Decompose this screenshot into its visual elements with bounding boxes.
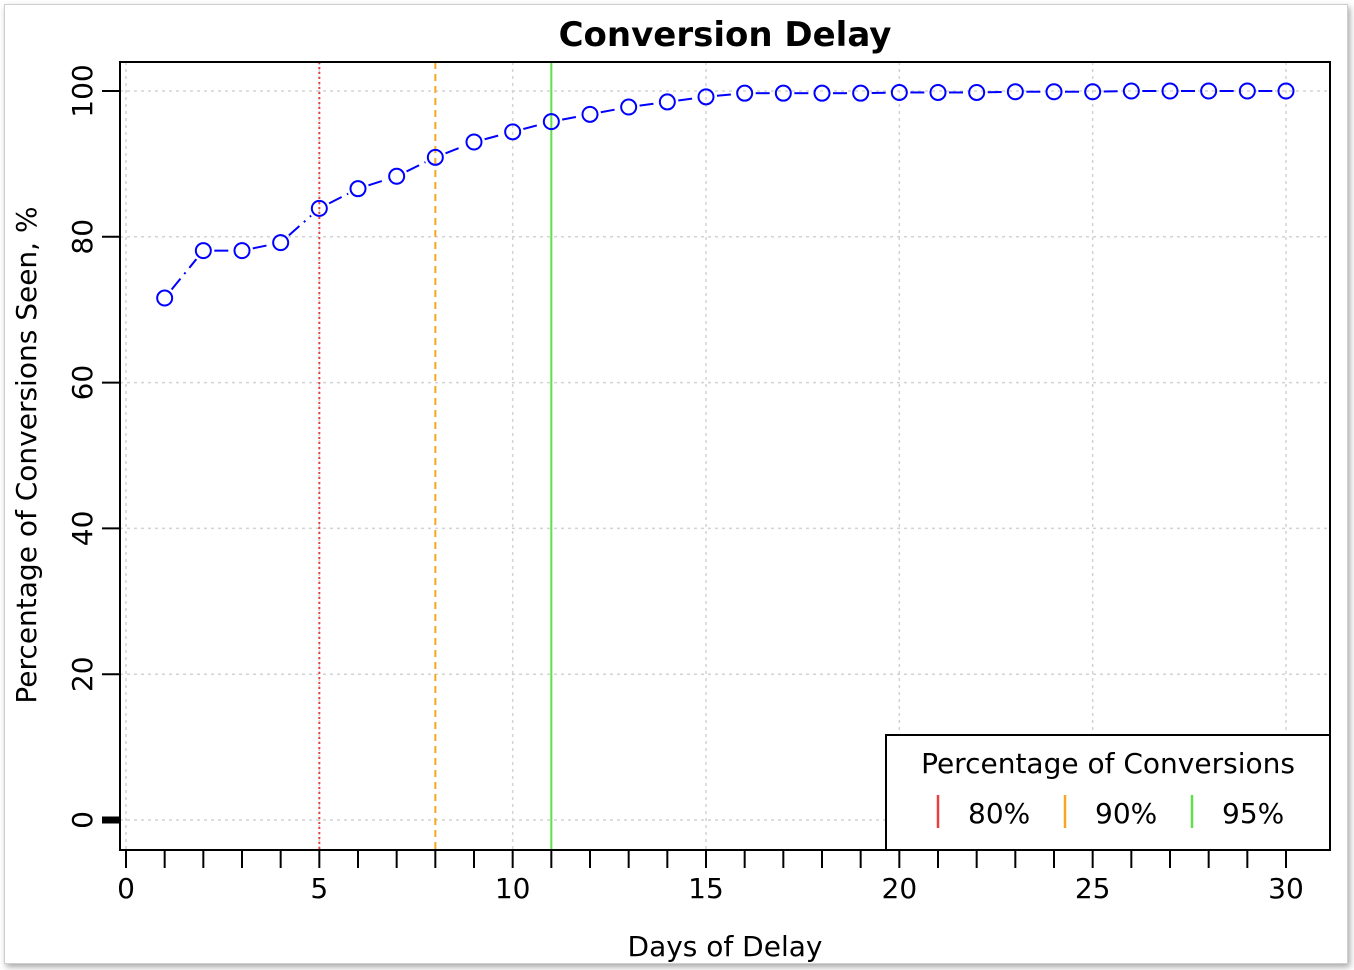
data-point — [774, 84, 792, 102]
x-tick-label: 30 — [1268, 872, 1304, 905]
legend-box — [885, 734, 1331, 851]
data-point — [465, 133, 483, 151]
y-tick-label: 0 — [66, 811, 99, 829]
data-point — [426, 148, 444, 166]
data-point — [620, 98, 638, 116]
plot-area — [119, 61, 1331, 851]
data-point — [1045, 83, 1063, 101]
y-tick-label: 80 — [66, 219, 99, 255]
legend-items: 80% 90% 95% — [936, 795, 1284, 830]
data-point — [929, 83, 947, 101]
data-point — [581, 105, 599, 123]
data-point — [1200, 82, 1218, 100]
data-point — [697, 88, 715, 106]
data-point — [736, 84, 754, 102]
data-point — [852, 84, 870, 102]
data-point — [156, 289, 174, 307]
series-line-segment — [328, 192, 349, 205]
data-point — [388, 167, 406, 185]
threshold-lines — [318, 62, 553, 850]
series-line-segment — [484, 133, 503, 141]
x-tick-label: 20 — [882, 872, 918, 905]
legend-label: 95% — [1222, 797, 1284, 830]
x-axis: 0 5 10 15 20 25 30 — [117, 849, 1304, 905]
data-point — [504, 123, 522, 141]
series-line-segment — [288, 214, 312, 237]
x-axis-label: Days of Delay — [628, 930, 823, 963]
x-tick-label: 15 — [688, 872, 724, 905]
data-point — [813, 84, 831, 102]
data-point — [968, 83, 986, 101]
series-line-segment — [252, 243, 271, 250]
data-point — [194, 242, 212, 260]
data-point — [1084, 83, 1102, 101]
grid — [120, 62, 1330, 850]
data-point — [542, 113, 560, 131]
data-point — [658, 93, 676, 111]
data-point — [1277, 82, 1295, 100]
chart-title: Conversion Delay — [559, 15, 892, 55]
x-tick-label: 25 — [1075, 872, 1111, 905]
data-point — [890, 83, 908, 101]
series-line-segment — [561, 115, 580, 121]
data-point — [1161, 82, 1179, 100]
series-line-segment — [678, 97, 696, 102]
x-tick-label: 5 — [310, 872, 328, 905]
y-axis-label: Percentage of Conversions Seen, % — [10, 206, 43, 703]
data-point — [1238, 82, 1256, 100]
series-line-segment — [523, 123, 541, 130]
data-point — [310, 199, 328, 217]
data-point — [233, 242, 251, 260]
series-line-segment — [368, 178, 387, 187]
series-line-segment — [716, 93, 734, 97]
series-line-segment — [639, 102, 657, 107]
series-line-segment — [406, 161, 426, 173]
x-tick-label: 0 — [117, 872, 135, 905]
legend-label: 90% — [1095, 797, 1157, 830]
series-line-segment — [170, 258, 198, 291]
legend-label: 80% — [968, 797, 1030, 830]
series-line-segment — [600, 108, 619, 114]
data-series — [156, 82, 1295, 307]
y-axis: 0 20 40 60 80 100 — [66, 64, 121, 829]
series-line-segment — [445, 145, 465, 155]
data-point — [349, 180, 367, 198]
data-point — [1122, 82, 1140, 100]
legend: Percentage of Conversions 80% 90% 95% — [885, 734, 1331, 851]
legend-title: Percentage of Conversions — [921, 747, 1295, 780]
y-tick-label: 100 — [66, 64, 99, 117]
y-tick-label: 20 — [66, 656, 99, 692]
y-tick-label: 60 — [66, 365, 99, 401]
data-point — [1006, 83, 1024, 101]
x-tick-label: 10 — [495, 872, 531, 905]
y-tick-label: 40 — [66, 511, 99, 547]
data-point — [272, 234, 290, 252]
